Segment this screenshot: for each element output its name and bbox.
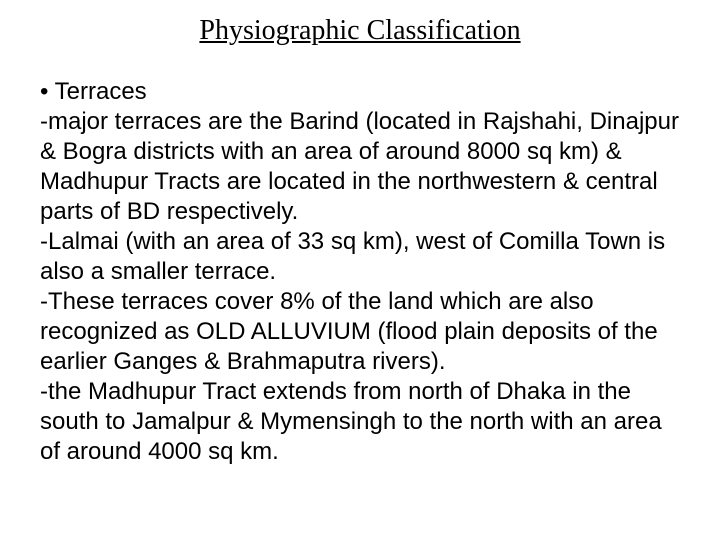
paragraph-1: -major terraces are the Barind (located … [40, 107, 680, 227]
bullet-terraces: • Terraces [40, 77, 680, 107]
slide-container: Physiographic Classification • Terraces … [0, 0, 720, 540]
paragraph-3: -These terraces cover 8% of the land whi… [40, 287, 680, 377]
paragraph-2: -Lalmai (with an area of 33 sq km), west… [40, 227, 680, 287]
slide-title: Physiographic Classification [40, 15, 680, 47]
paragraph-4: -the Madhupur Tract extends from north o… [40, 377, 680, 467]
